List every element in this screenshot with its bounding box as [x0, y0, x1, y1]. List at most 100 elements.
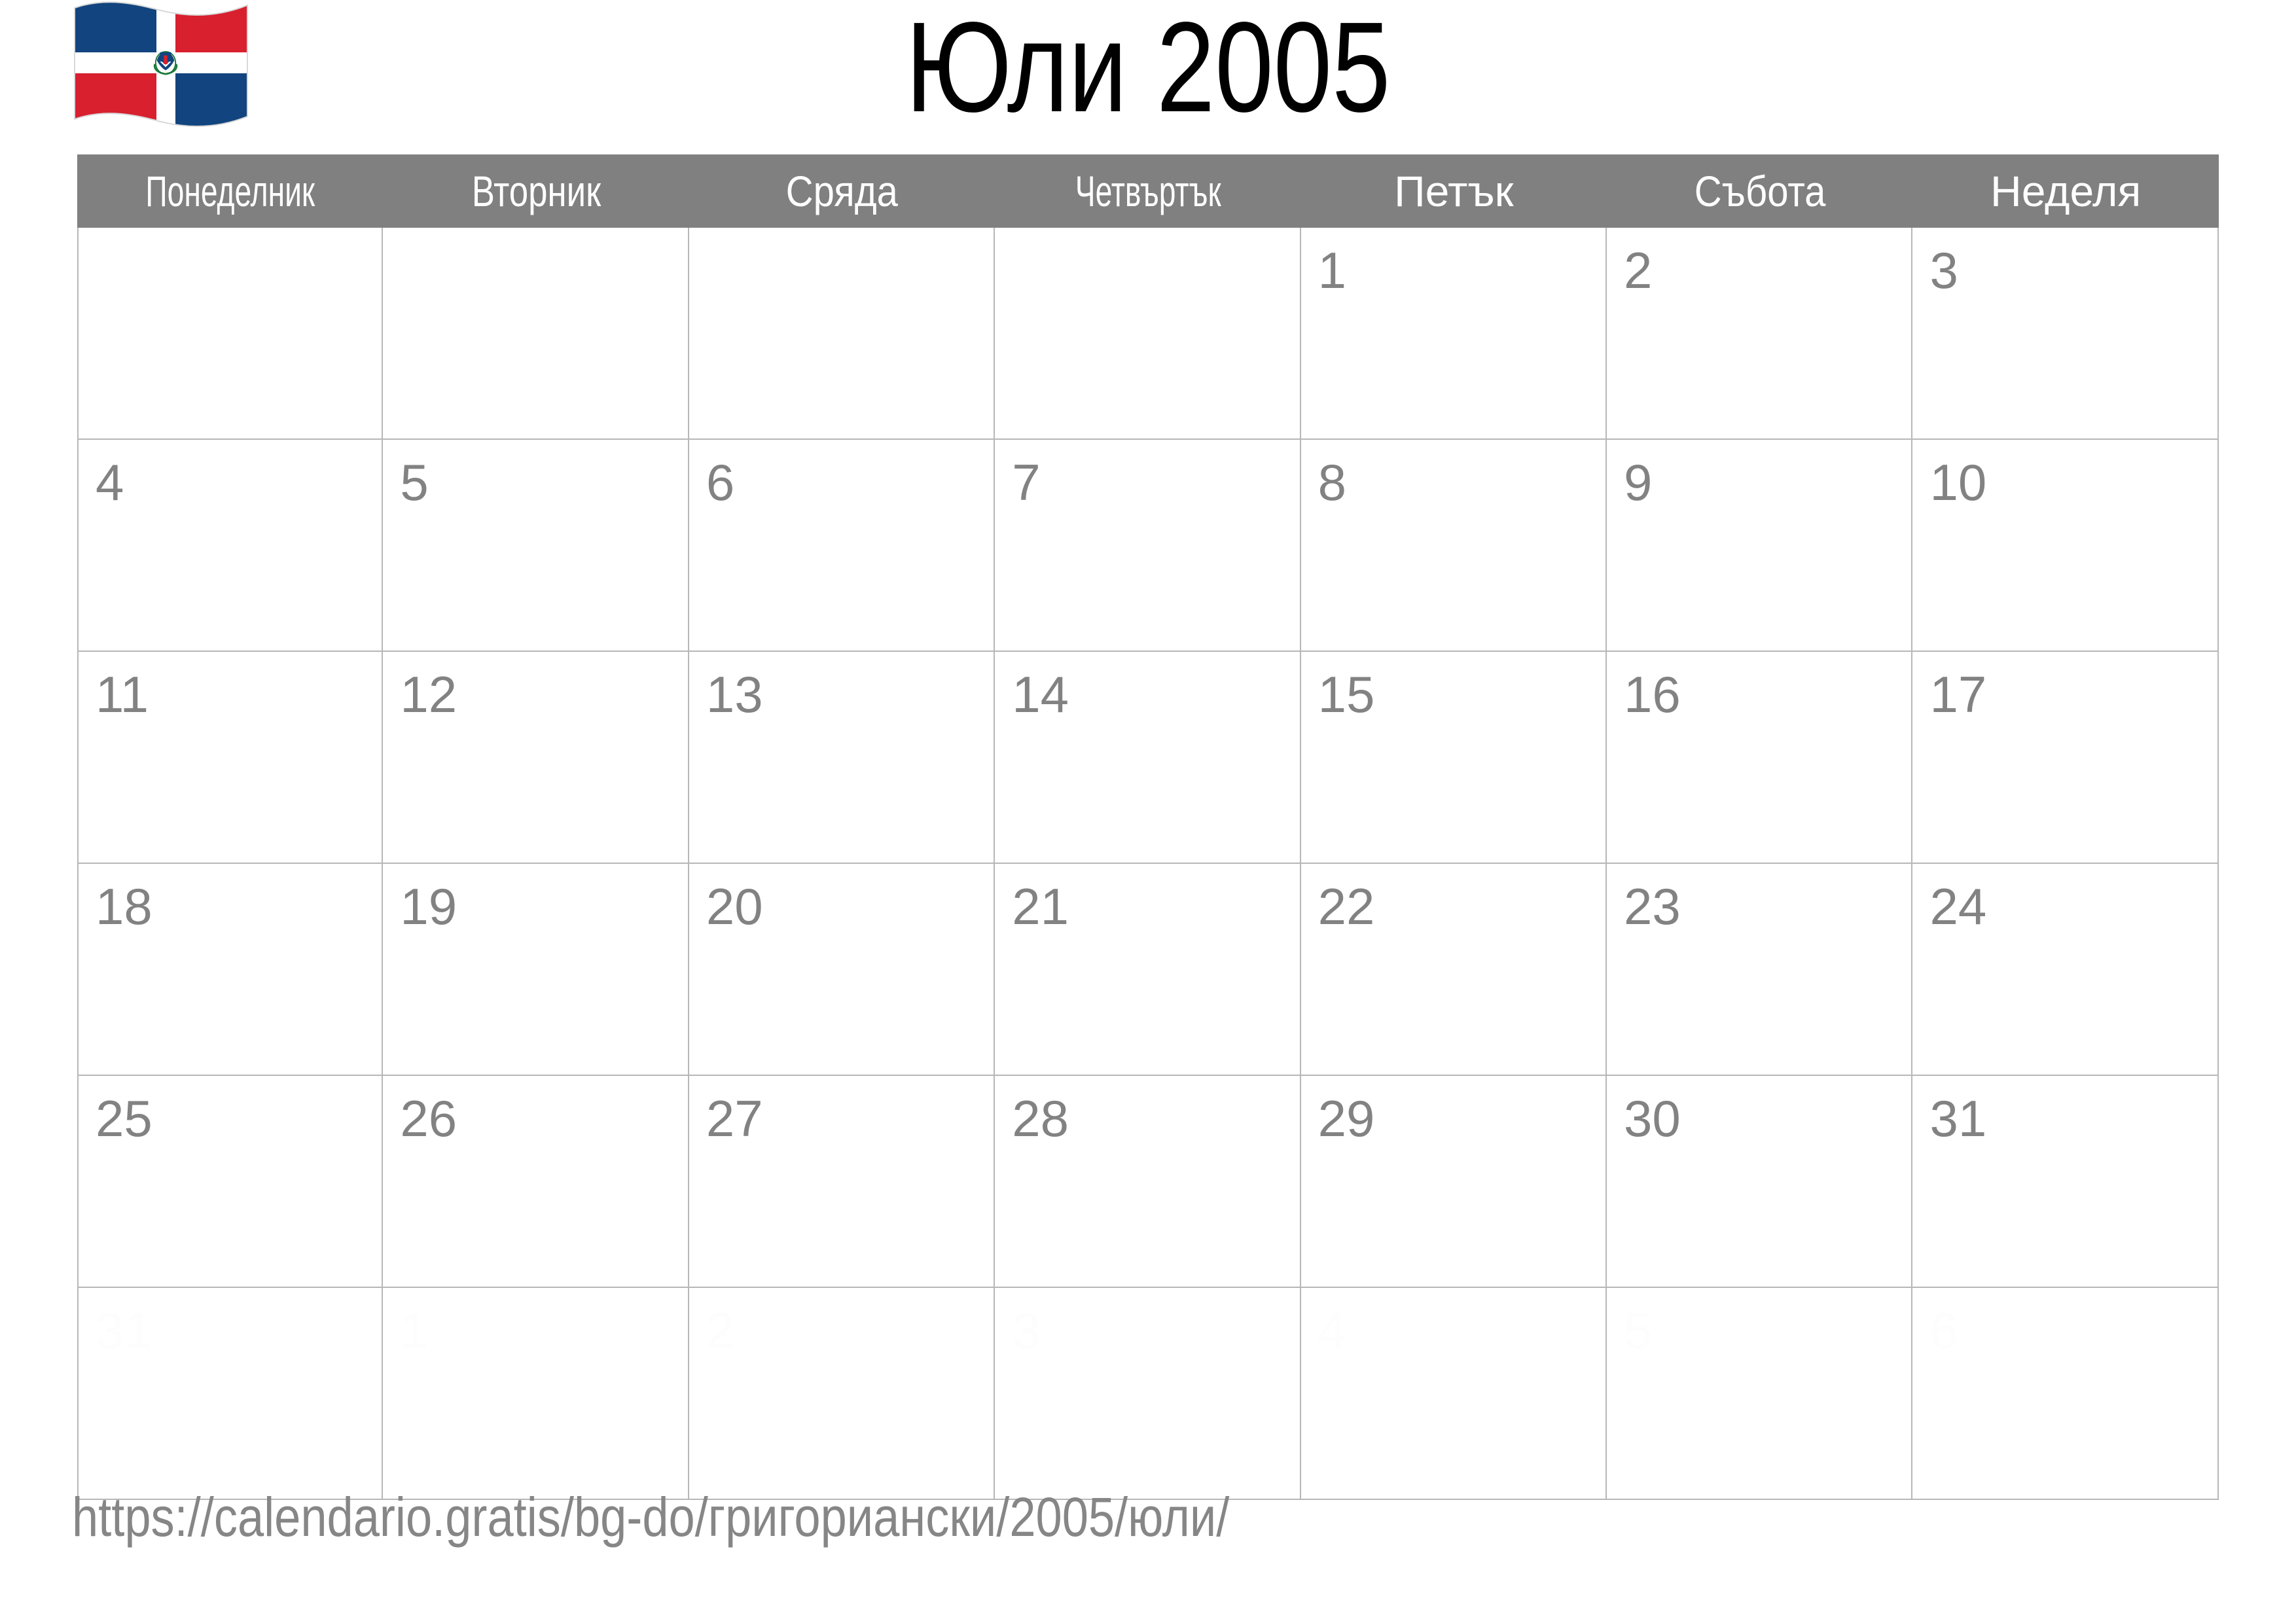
day-number: 14 — [1012, 666, 1069, 723]
day-number: 1 — [400, 1302, 429, 1359]
day-cell[interactable]: 18 — [77, 864, 384, 1075]
day-number: 19 — [400, 878, 457, 935]
day-number: 15 — [1318, 666, 1375, 723]
day-cell[interactable]: 12 — [383, 652, 689, 863]
source-url-text: https://calendario.gratis/bg-do/григориа… — [72, 1486, 1230, 1548]
day-number: 29 — [1318, 1090, 1375, 1147]
calendar-week-row-overflow: 31 1 2 3 4 5 6 — [77, 1288, 2219, 1500]
flag-dominican-republic-icon — [63, 1, 259, 136]
calendar-week-row: 4 5 6 7 8 9 10 — [77, 440, 2219, 652]
day-number: 8 — [1318, 454, 1347, 511]
day-cell[interactable]: 7 — [995, 440, 1301, 651]
weekday-header-thursday: Четвъртък — [995, 154, 1300, 228]
day-cell[interactable]: 10 — [1912, 440, 2219, 651]
day-number: 11 — [96, 666, 149, 723]
day-cell[interactable]: 6 — [689, 440, 996, 651]
day-cell[interactable]: 5 — [383, 440, 689, 651]
weekday-header-row: Понеделник Вторник Сряда Четвъртък Петък… — [77, 154, 2219, 228]
day-cell[interactable]: 30 — [1607, 1076, 1913, 1287]
weekday-label: Понеделник — [145, 167, 315, 215]
day-cell[interactable]: 17 — [1912, 652, 2219, 863]
day-number: 10 — [1929, 454, 1987, 511]
day-number: 28 — [1012, 1090, 1069, 1147]
day-cell[interactable]: 21 — [995, 864, 1301, 1075]
day-number: 5 — [1624, 1302, 1653, 1359]
day-cell[interactable]: 2 — [689, 1288, 996, 1499]
day-number: 1 — [1318, 241, 1347, 299]
day-cell[interactable]: 24 — [1912, 864, 2219, 1075]
day-cell[interactable]: 25 — [77, 1076, 384, 1287]
day-cell[interactable] — [689, 228, 996, 438]
weekday-header-saturday: Събота — [1607, 154, 1912, 228]
weekday-label: Вторник — [471, 167, 601, 215]
day-cell[interactable]: 22 — [1300, 864, 1607, 1075]
day-number: 6 — [706, 454, 735, 511]
day-cell[interactable]: 5 — [1607, 1288, 1913, 1499]
day-cell[interactable]: 28 — [995, 1076, 1301, 1287]
day-cell[interactable]: 4 — [77, 440, 384, 651]
day-number: 18 — [96, 878, 152, 935]
weekday-label: Петък — [1394, 167, 1514, 215]
day-cell[interactable]: 31 — [1912, 1076, 2219, 1287]
weekday-header-wednesday: Сряда — [689, 154, 995, 228]
day-cell[interactable]: 13 — [689, 652, 996, 863]
day-cell[interactable]: 23 — [1607, 864, 1913, 1075]
day-cell[interactable]: 4 — [1300, 1288, 1607, 1499]
day-number: 6 — [1929, 1302, 1958, 1359]
day-cell[interactable]: 29 — [1300, 1076, 1607, 1287]
day-cell[interactable]: 19 — [383, 864, 689, 1075]
day-cell[interactable]: 26 — [383, 1076, 689, 1287]
day-number: 24 — [1929, 878, 1987, 935]
day-number: 7 — [1012, 454, 1041, 511]
day-cell[interactable]: 3 — [1912, 228, 2219, 438]
day-number: 13 — [706, 666, 763, 723]
day-number: 30 — [1624, 1090, 1681, 1147]
day-number: 27 — [706, 1090, 763, 1147]
weekday-label: Неделя — [1990, 167, 2142, 215]
day-cell[interactable]: 14 — [995, 652, 1301, 863]
day-number: 2 — [706, 1302, 735, 1359]
day-number: 5 — [400, 454, 429, 511]
day-number: 3 — [1929, 241, 1958, 299]
day-cell[interactable]: 27 — [689, 1076, 996, 1287]
day-cell[interactable]: 16 — [1607, 652, 1913, 863]
day-number: 3 — [1012, 1302, 1041, 1359]
day-number: 31 — [96, 1302, 152, 1359]
weekday-label: Четвъртък — [1075, 167, 1221, 215]
weekday-label: Събота — [1694, 167, 1826, 215]
day-number: 16 — [1624, 666, 1681, 723]
day-cell[interactable]: 1 — [1300, 228, 1607, 438]
calendar-week-row: 11 12 13 14 15 16 17 — [77, 652, 2219, 864]
day-cell[interactable] — [77, 228, 384, 438]
weekday-label: Сряда — [785, 167, 899, 215]
day-cell[interactable]: 3 — [995, 1288, 1301, 1499]
day-cell[interactable] — [995, 228, 1301, 438]
calendar-week-row: 18 19 20 21 22 23 24 — [77, 864, 2219, 1076]
day-cell[interactable]: 8 — [1300, 440, 1607, 651]
calendar-week-row: 25 26 27 28 29 30 31 — [77, 1076, 2219, 1288]
weekday-header-tuesday: Вторник — [383, 154, 689, 228]
day-cell[interactable]: 1 — [383, 1288, 689, 1499]
day-number: 2 — [1624, 241, 1653, 299]
day-number: 31 — [1929, 1090, 1987, 1147]
page-title: Юли 2005 — [905, 0, 1391, 139]
day-number: 12 — [400, 666, 457, 723]
day-cell[interactable]: 15 — [1300, 652, 1607, 863]
weekday-header-sunday: Неделя — [1912, 154, 2218, 228]
day-number: 21 — [1012, 878, 1069, 935]
day-cell[interactable]: 2 — [1607, 228, 1913, 438]
day-number: 4 — [1318, 1302, 1347, 1359]
day-number: 25 — [96, 1090, 152, 1147]
day-cell[interactable] — [383, 228, 689, 438]
day-number: 26 — [400, 1090, 457, 1147]
day-cell[interactable]: 11 — [77, 652, 384, 863]
page-header: Юли 2005 — [0, 0, 2296, 154]
weekday-header-friday: Петък — [1301, 154, 1607, 228]
day-cell[interactable]: 31 — [77, 1288, 384, 1499]
day-number: 20 — [706, 878, 763, 935]
day-cell[interactable]: 20 — [689, 864, 996, 1075]
calendar-week-row: 1 2 3 — [77, 228, 2219, 440]
day-cell[interactable]: 9 — [1607, 440, 1913, 651]
weekday-header-monday: Понеделник — [77, 154, 383, 228]
day-cell[interactable]: 6 — [1912, 1288, 2219, 1499]
